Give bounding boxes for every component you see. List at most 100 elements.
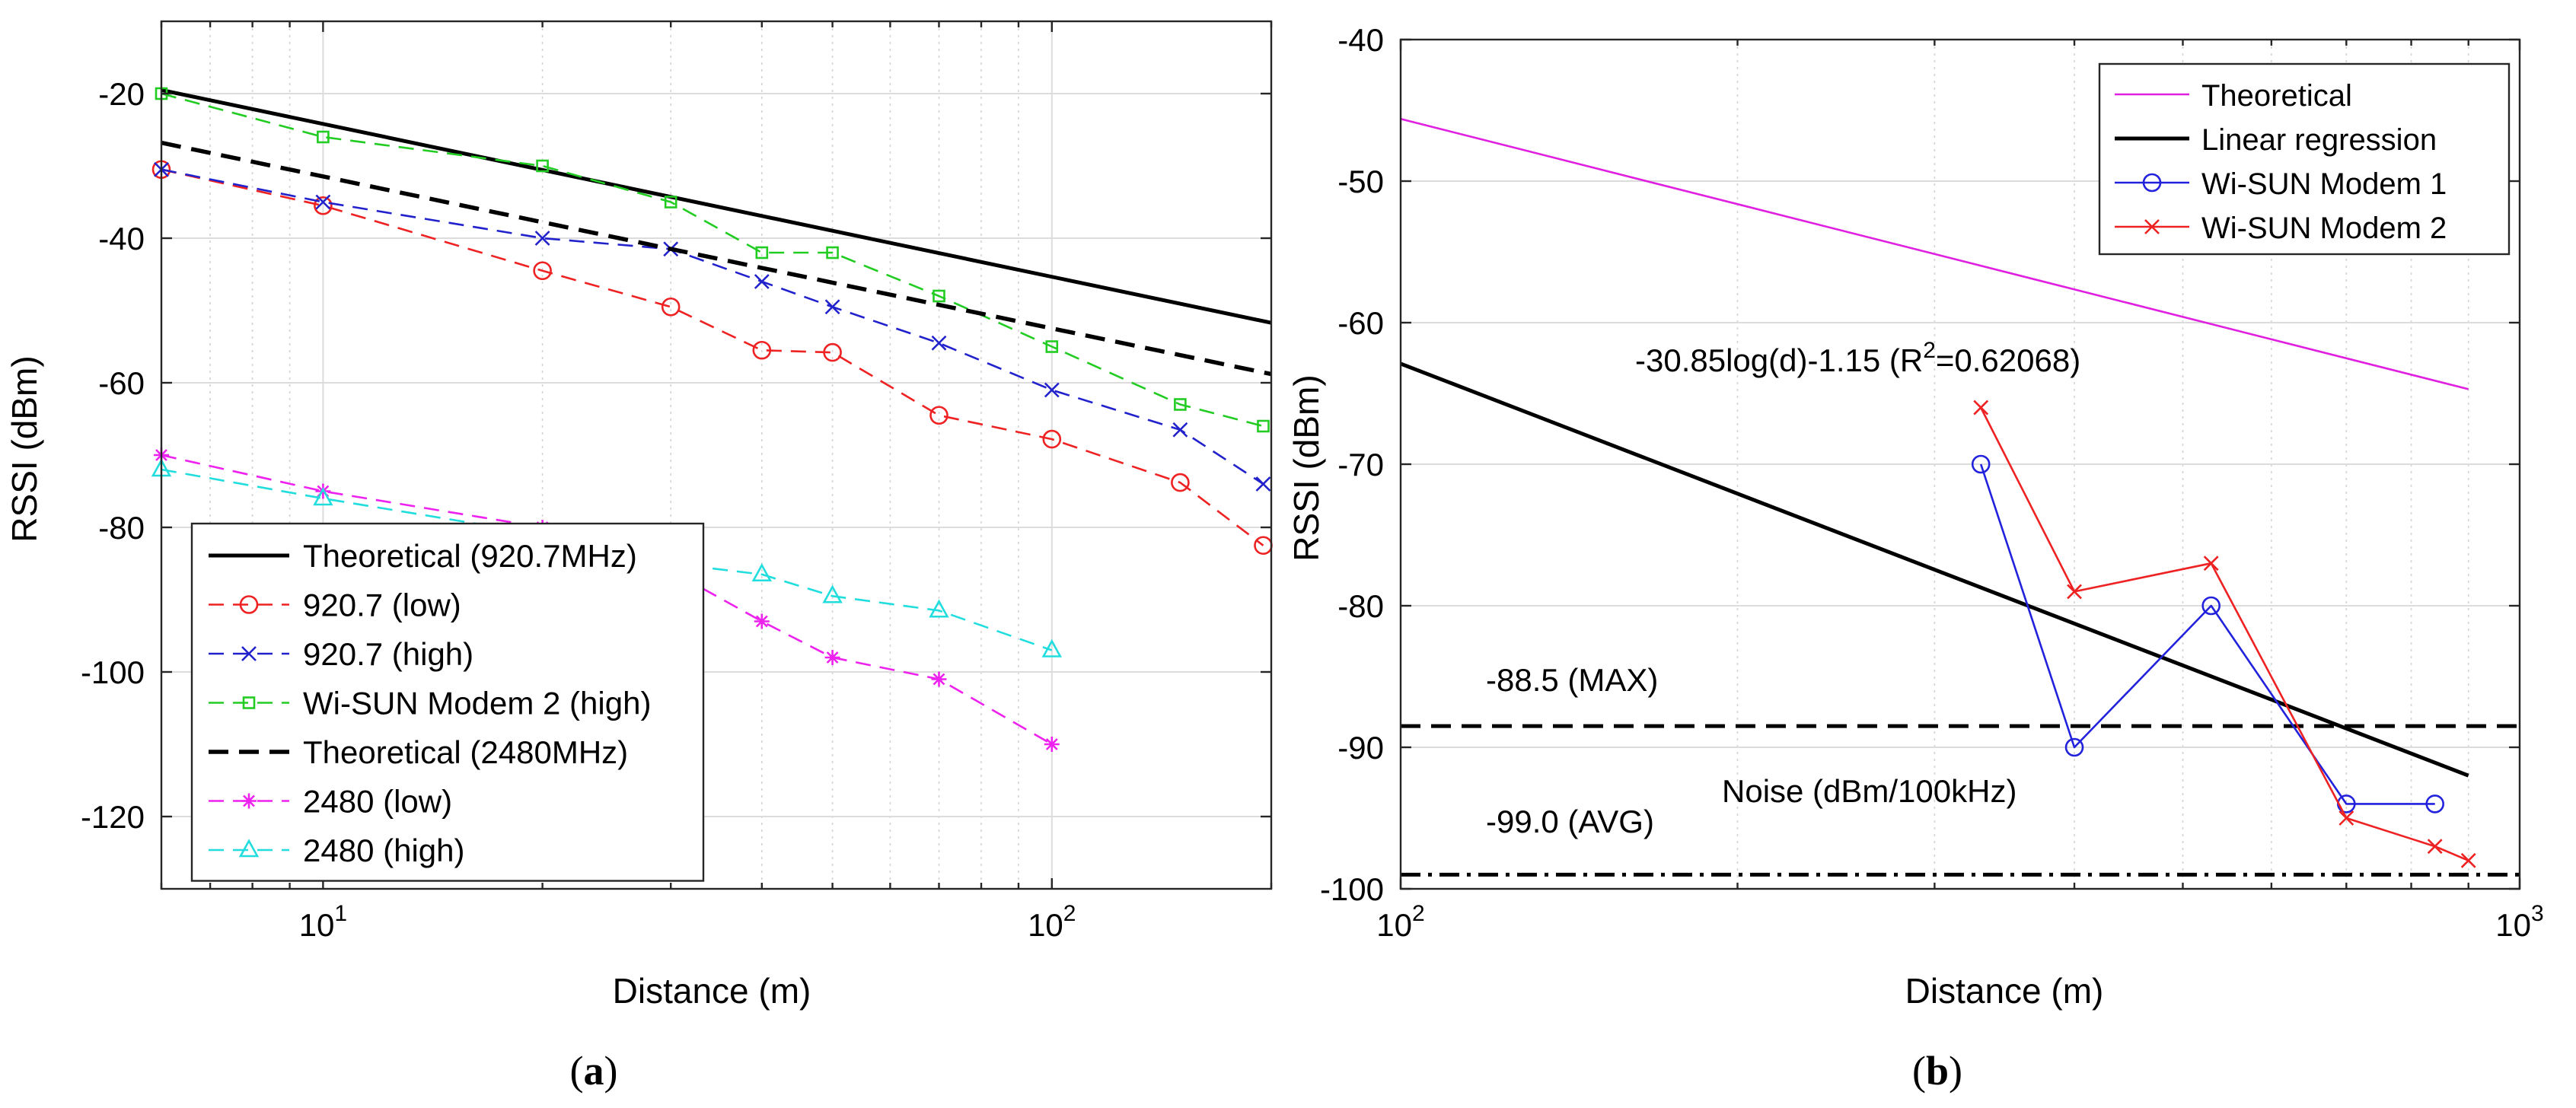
- panel-a-series-3-point: [1174, 398, 1187, 411]
- panel-a-series-0-line: [161, 88, 1272, 325]
- panel-a-series-1-point: [314, 196, 333, 215]
- panel-b-series-3-point: [2460, 852, 2476, 868]
- panel-b-ytick-label: -90: [1337, 730, 1384, 766]
- panel-a-legend-label: Wi-SUN Modem 2 (high): [303, 686, 651, 721]
- panel-b-caption: (b): [1912, 1048, 1962, 1094]
- panel-a-series-3-point: [1257, 419, 1270, 433]
- panel-b-avg-label: -99.0 (AVG): [1486, 804, 1654, 839]
- panel-a-series-2-point: [1172, 422, 1188, 438]
- panel-a-series-3-point: [826, 246, 839, 259]
- panel-a-ytick-label: -120: [81, 799, 145, 835]
- panel-a-series-3-point: [536, 159, 549, 173]
- panel-b-series-3-point: [2067, 584, 2082, 600]
- panel-b-ytick-label: -80: [1337, 588, 1384, 624]
- panel-a-series-2-point: [534, 231, 550, 246]
- panel-a-ytick-label: -100: [81, 654, 145, 690]
- panel-b-series-0-line: [1400, 117, 2469, 390]
- panel-a-series-6-point: [313, 487, 333, 506]
- panel-a-series-3-point: [664, 196, 677, 209]
- panel-a-series-6-point: [929, 599, 949, 618]
- panel-a-series-1-point: [1171, 473, 1190, 492]
- panel-a-legend-marker: [239, 595, 259, 614]
- panel-b-ylabel: RSSI (dBm): [1286, 374, 1326, 561]
- panel-a-series-5-point: [1044, 737, 1060, 752]
- panel-a-series-5-point: [754, 613, 770, 629]
- panel-a-series-3-line: [161, 92, 1264, 428]
- panel-a-legend-label: 920.7 (high): [303, 636, 473, 672]
- panel-a-legend-marker: [241, 646, 257, 661]
- panel-b-legend-marker: [2142, 173, 2162, 193]
- panel-b-xtick-label: 103: [2495, 901, 2543, 943]
- panel-b-series-2-point: [1971, 454, 1991, 474]
- panel-a-legend-marker: [241, 793, 257, 809]
- panel-b: -100 -90 -80 -70 -60 -50 -40 102 103 Theoretical L…: [1320, 22, 2544, 943]
- panel-b-ytick-label: -100: [1320, 871, 1384, 907]
- panel-b-ytick-label: -40: [1337, 22, 1384, 58]
- panel-b-legend-label: Theoretical: [2201, 79, 2352, 113]
- panel-a-series-6-line: [161, 468, 1053, 651]
- panel-b-xtick-label: 102: [1376, 901, 1424, 943]
- panel-a: -120 -100 -80 -60 -40 -20 101 102 Theoretical (9…: [81, 20, 1273, 943]
- panel-a-legend-label: 920.7 (low): [303, 587, 461, 623]
- panel-b-series-3-line: [1980, 407, 2469, 861]
- panel-b-xlabel: Distance (m): [1905, 971, 2104, 1011]
- panel-b-series-2-point: [2425, 794, 2444, 813]
- panel-a-legend-label: 2480 (high): [303, 833, 464, 868]
- panel-a-xtick-label: 102: [1028, 901, 1076, 943]
- panel-b-ytick-label: -70: [1337, 447, 1384, 482]
- panel-a-series-1-point: [533, 261, 552, 281]
- panel-a-series-2-line: [161, 168, 1264, 486]
- panel-a-legend-marker: [242, 696, 256, 709]
- panel-b-legend-marker: [2144, 219, 2160, 234]
- panel-a-legend-label: 2480 (low): [303, 784, 452, 820]
- panel-b-series-1-line: [1400, 361, 2469, 778]
- panel-b-series-3-point: [2427, 839, 2443, 855]
- panel-b-series-2-line: [1979, 463, 2435, 805]
- panel-b-regression-annotation: -30.85log(d)-1.15 (R2=0.62068): [1635, 338, 2080, 378]
- panel-b-legend: [2098, 62, 2511, 256]
- panel-a-legend-marker: [238, 839, 260, 858]
- panel-a-ylabel: RSSI (dBm): [5, 355, 44, 542]
- panel-b-series-3-point: [1973, 400, 1989, 416]
- panel-a-series-3-point: [1045, 340, 1059, 353]
- panel-a-ytick-label: -80: [98, 510, 145, 546]
- panel-b-series-3-point: [2338, 810, 2354, 826]
- panel-b-legend-label: Wi-SUN Modem 1: [2201, 167, 2447, 201]
- panel-a-series-1-line: [161, 168, 1264, 546]
- panel-b-series-2-point: [2064, 737, 2084, 757]
- panel-a-series-3-point: [755, 246, 769, 259]
- panel-a-ytick-label: -40: [98, 221, 145, 256]
- panel-a-plot-frame: [160, 20, 1273, 890]
- panel-a-series-2-point: [824, 299, 840, 315]
- panel-b-legend-label: Wi-SUN Modem 2: [2201, 212, 2447, 245]
- panel-a-series-2-point: [315, 194, 331, 210]
- panel-a-series-1-point: [823, 342, 842, 362]
- panel-a-ytick-label: -60: [98, 365, 145, 401]
- panel-a-series-2-point: [1255, 476, 1271, 492]
- panel-a-series-1-point: [929, 406, 948, 425]
- panel-a-xlabel: Distance (m): [613, 971, 811, 1011]
- panel-a-series-1-point: [1042, 429, 1062, 449]
- panel-a-series-3-point: [933, 289, 945, 303]
- panel-a-legend-label: Theoretical (2480MHz): [303, 734, 628, 770]
- panel-b-ytick-label: -50: [1337, 164, 1384, 199]
- panel-a-caption: (a): [570, 1048, 618, 1094]
- panel-a-series-6-point: [751, 563, 773, 582]
- panel-a-xtick-label: 101: [299, 901, 347, 943]
- panel-b-ytick-label: -60: [1337, 305, 1384, 341]
- panel-b-series-3-point: [2203, 556, 2219, 572]
- panel-a-series-3-point: [317, 130, 330, 144]
- panel-a-series-1-point: [752, 340, 772, 360]
- panel-a-series-5-line: [161, 454, 1053, 746]
- panel-a-series-2-point: [1044, 382, 1060, 398]
- panel-a-ytick-label: -20: [98, 76, 145, 112]
- panel-b-series-2-point: [2201, 596, 2221, 616]
- panel-a-series-6-point: [1041, 638, 1062, 657]
- panel-a-legend-label: Theoretical (920.7MHz): [303, 538, 637, 574]
- panel-b-max-label: -88.5 (MAX): [1486, 662, 1658, 698]
- panel-a-series-5-point: [931, 671, 947, 687]
- panel-b-noise-label: Noise (dBm/100kHz): [1722, 773, 2016, 809]
- panel-a-series-4-line: [161, 140, 1272, 377]
- panel-a-series-2-point: [754, 274, 770, 289]
